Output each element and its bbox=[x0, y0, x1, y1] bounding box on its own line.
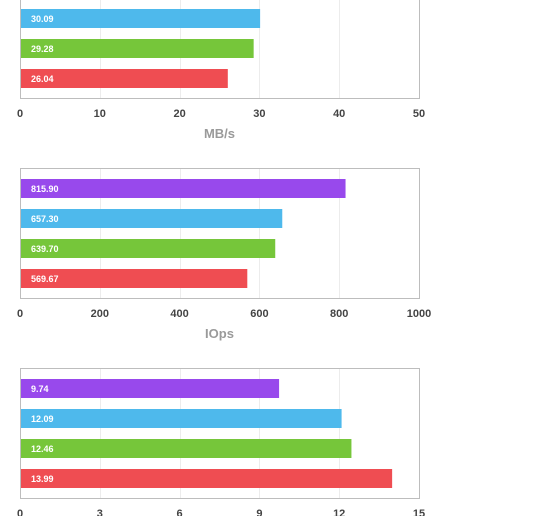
x-tick-label: 12 bbox=[333, 508, 345, 516]
x-tick-label: 3 bbox=[97, 508, 103, 516]
x-tick-label: 1000 bbox=[407, 308, 431, 320]
bar bbox=[21, 239, 276, 258]
bar bbox=[21, 209, 283, 228]
bar-value-label: 26.04 bbox=[31, 74, 54, 84]
bar bbox=[21, 9, 261, 28]
bar bbox=[21, 439, 352, 458]
bar bbox=[21, 39, 254, 58]
plot-frame bbox=[20, 368, 420, 499]
x-tick-label: 400 bbox=[170, 308, 188, 320]
bar-value-label: 12.09 bbox=[31, 414, 54, 424]
bar bbox=[21, 269, 248, 288]
bar-value-label: 569.67 bbox=[31, 274, 59, 284]
bar-value-label: 12.46 bbox=[31, 444, 54, 454]
x-tick-label: 9 bbox=[256, 508, 262, 516]
x-tick-label: 0 bbox=[17, 108, 23, 120]
x-tick-label: 800 bbox=[330, 308, 348, 320]
bar-value-label: 815.90 bbox=[31, 184, 59, 194]
bar bbox=[21, 379, 280, 398]
bar-value-label: 639.70 bbox=[31, 244, 59, 254]
bar-value-label: 30.09 bbox=[31, 14, 54, 24]
bar bbox=[21, 469, 393, 488]
bar bbox=[21, 409, 342, 428]
bar bbox=[21, 179, 346, 198]
plot-frame bbox=[20, 0, 420, 99]
x-tick-label: 0 bbox=[17, 308, 23, 320]
x-tick-label: 6 bbox=[177, 508, 183, 516]
x-axis-title: MB/s bbox=[204, 126, 235, 141]
x-tick-label: 20 bbox=[173, 108, 185, 120]
x-tick-label: 200 bbox=[91, 308, 109, 320]
bar-value-label: 13.99 bbox=[31, 474, 54, 484]
x-tick-label: 40 bbox=[333, 108, 345, 120]
x-tick-label: 600 bbox=[250, 308, 268, 320]
x-axis-title: IOps bbox=[205, 326, 234, 341]
x-tick-label: 50 bbox=[413, 108, 425, 120]
bar-value-label: 29.28 bbox=[31, 44, 54, 54]
bar-value-label: 9.74 bbox=[31, 384, 49, 394]
x-tick-label: 15 bbox=[413, 508, 425, 516]
plot-frame bbox=[20, 168, 420, 299]
x-tick-label: 30 bbox=[253, 108, 265, 120]
bar-value-label: 657.30 bbox=[31, 214, 59, 224]
bar bbox=[21, 69, 228, 88]
x-tick-label: 0 bbox=[17, 508, 23, 516]
x-tick-label: 10 bbox=[94, 108, 106, 120]
